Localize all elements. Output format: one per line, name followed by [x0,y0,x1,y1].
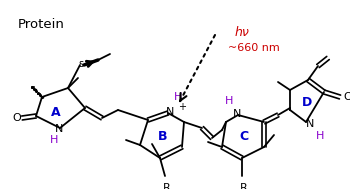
Text: R: R [163,183,171,189]
Text: D: D [302,95,312,108]
Text: Protein: Protein [18,18,65,31]
Text: s: s [78,59,84,69]
Text: R: R [240,183,248,189]
Text: H: H [174,92,182,102]
Text: N: N [306,119,314,129]
Text: N: N [233,109,241,119]
Text: B: B [158,130,168,143]
Text: ~660 nm: ~660 nm [228,43,280,53]
Text: N: N [166,107,174,117]
Text: +: + [178,102,186,112]
Text: H: H [316,131,324,141]
Text: C: C [239,130,248,143]
Text: N: N [55,124,63,134]
Text: O: O [344,92,350,102]
Text: A: A [51,105,61,119]
Text: O: O [13,113,21,123]
Text: H: H [225,96,233,106]
Text: hν: hν [235,26,250,39]
Text: H: H [50,135,58,145]
